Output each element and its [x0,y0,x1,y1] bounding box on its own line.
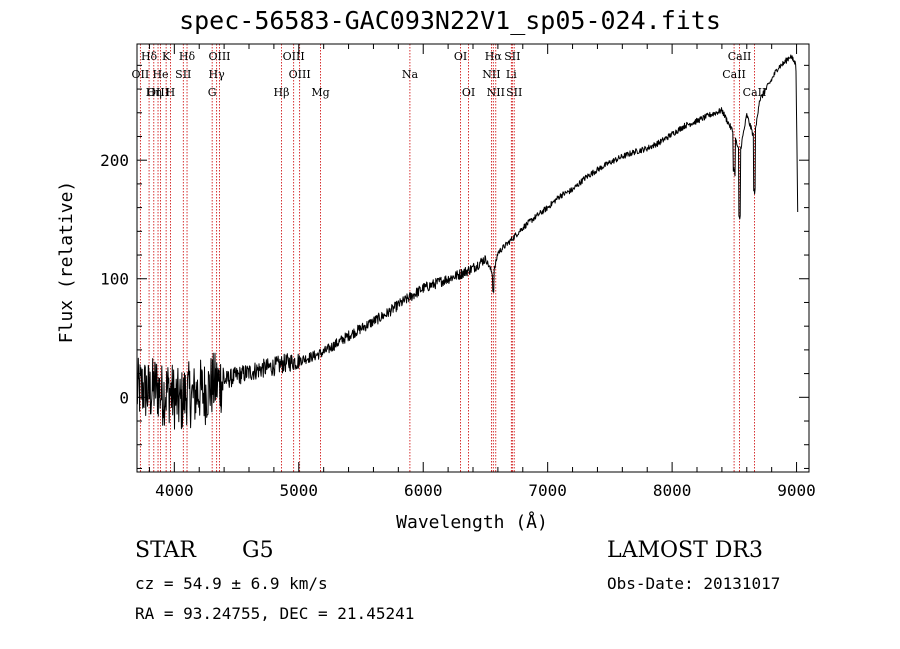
x-tick-label-1: 5000 [280,481,319,500]
annotation-label-18: OI [462,86,475,99]
annotation-label-25: CaII [728,50,752,63]
annotation-label-6: SII [175,68,191,81]
annotation-label-12: OIII [283,50,305,63]
annotation-label-27: CaII [743,86,767,99]
annotation-label-1: OII [132,68,150,81]
survey-name: LAMOST DR3 [607,538,763,563]
annotation-label-21: NII [482,68,500,81]
annotation-label-9: OIII [208,50,230,63]
x-axis: 4000 5000 6000 7000 8000 9000 [148,44,816,500]
y-tick-label-0: 0 [119,388,129,407]
y-axis: 0 100 200 [100,64,809,469]
annotation-label-5: K [162,50,171,63]
annotation-label-7: H [166,86,176,99]
annotation-label-8: Hδ [179,50,196,63]
annotation-label-23: NII [487,86,505,99]
annotation-label-10: Hγ [209,68,226,81]
annotation-label-11: G [208,86,217,99]
annotation-label-26: CaII [722,68,746,81]
x-tick-label-4: 8000 [653,481,692,500]
x-tick-label-2: 6000 [404,481,443,500]
y-tick-label-1: 100 [100,270,129,289]
annotation-label-3: He [152,68,168,81]
annotation-label-16: Na [402,68,419,81]
annotation-label-22: Li [506,68,517,81]
spectrum-series [136,54,799,430]
annotation-label-20: SII [504,50,520,63]
annotation-label-2: OIII [147,86,169,99]
x-axis-label: Wavelength (Å) [396,511,548,533]
chart-title: spec-56583-GAC093N22V1_sp05-024.fits [179,6,721,35]
annotation-label-19: Hα [485,50,503,63]
object-class: STAR [135,538,196,563]
y-axis-label: Flux (relative) [56,181,77,344]
annotation-lines [139,44,755,472]
annotation-label-15: Mg [311,86,329,99]
y-tick-label-2: 200 [100,151,129,170]
annotation-label-13: OIII [289,68,311,81]
annotation-label-14: Hβ [274,86,290,99]
plot-frame [136,43,810,473]
x-tick-label-5: 9000 [777,481,816,500]
object-subclass: G5 [242,538,274,563]
annotation-label-24: SII [506,86,522,99]
spectrum-line [136,54,799,430]
x-tick-label-0: 4000 [155,481,194,500]
x-tick-label-3: 7000 [528,481,567,500]
coordinates-readout: RA = 93.24755, DEC = 21.45241 [135,604,415,623]
redshift-readout: cz = 54.9 ± 6.9 km/s [135,574,328,593]
annotation-label-0: Hδ [141,50,158,63]
annotation-labels: Hδ OII OIII He Hη K SII H Hδ OIII Hγ G OIII OIII Hβ Mg N… [132,50,767,99]
annotation-label-17: OI [454,50,467,63]
observation-date: Obs-Date: 20131017 [607,574,781,593]
annotation-label-4: Hη [146,86,162,99]
